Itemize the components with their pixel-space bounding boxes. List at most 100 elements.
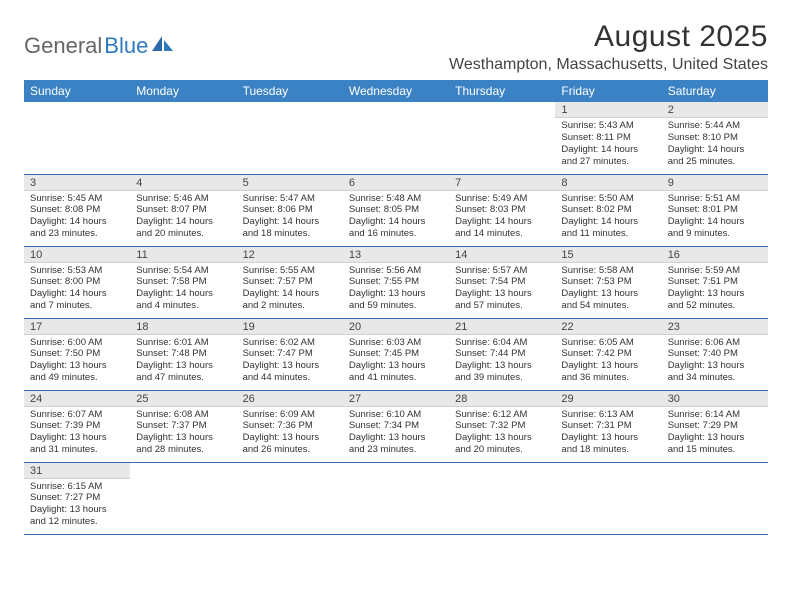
calendar-day-cell: 4Sunrise: 5:46 AMSunset: 8:07 PMDaylight…	[130, 174, 236, 246]
day-details: Sunrise: 6:06 AMSunset: 7:40 PMDaylight:…	[662, 335, 768, 389]
sunrise-line: Sunrise: 6:00 AM	[30, 337, 124, 349]
sunrise-line: Sunrise: 6:13 AM	[561, 409, 655, 421]
day-details: Sunrise: 5:47 AMSunset: 8:06 PMDaylight:…	[237, 191, 343, 245]
sail-icon	[152, 32, 174, 58]
weekday-header: Tuesday	[237, 80, 343, 102]
daylight-line: Daylight: 13 hours and 20 minutes.	[455, 432, 549, 456]
brand-general-text: General	[24, 33, 102, 59]
calendar-day-cell: 31Sunrise: 6:15 AMSunset: 7:27 PMDayligh…	[24, 462, 130, 534]
day-number: 4	[130, 175, 236, 191]
calendar-empty-cell	[343, 102, 449, 174]
sunset-line: Sunset: 8:05 PM	[349, 204, 443, 216]
day-number: 26	[237, 391, 343, 407]
sunset-line: Sunset: 8:10 PM	[668, 132, 762, 144]
day-details: Sunrise: 6:15 AMSunset: 7:27 PMDaylight:…	[24, 479, 130, 533]
day-details: Sunrise: 6:13 AMSunset: 7:31 PMDaylight:…	[555, 407, 661, 461]
calendar-row: 3Sunrise: 5:45 AMSunset: 8:08 PMDaylight…	[24, 174, 768, 246]
title-block: August 2025 Westhampton, Massachusetts, …	[449, 20, 768, 74]
calendar-day-cell: 7Sunrise: 5:49 AMSunset: 8:03 PMDaylight…	[449, 174, 555, 246]
calendar-day-cell: 11Sunrise: 5:54 AMSunset: 7:58 PMDayligh…	[130, 246, 236, 318]
daylight-line: Daylight: 13 hours and 54 minutes.	[561, 288, 655, 312]
brand-blue-text: Blue	[104, 33, 148, 59]
daylight-line: Daylight: 13 hours and 26 minutes.	[243, 432, 337, 456]
day-number: 24	[24, 391, 130, 407]
sunset-line: Sunset: 7:51 PM	[668, 276, 762, 288]
daylight-line: Daylight: 14 hours and 14 minutes.	[455, 216, 549, 240]
day-number: 30	[662, 391, 768, 407]
sunrise-line: Sunrise: 6:07 AM	[30, 409, 124, 421]
day-number: 29	[555, 391, 661, 407]
calendar-empty-cell	[343, 462, 449, 534]
sunset-line: Sunset: 7:47 PM	[243, 348, 337, 360]
day-details: Sunrise: 5:58 AMSunset: 7:53 PMDaylight:…	[555, 263, 661, 317]
calendar-day-cell: 19Sunrise: 6:02 AMSunset: 7:47 PMDayligh…	[237, 318, 343, 390]
daylight-line: Daylight: 14 hours and 23 minutes.	[30, 216, 124, 240]
calendar-day-cell: 24Sunrise: 6:07 AMSunset: 7:39 PMDayligh…	[24, 390, 130, 462]
calendar-day-cell: 12Sunrise: 5:55 AMSunset: 7:57 PMDayligh…	[237, 246, 343, 318]
day-number: 13	[343, 247, 449, 263]
calendar-day-cell: 27Sunrise: 6:10 AMSunset: 7:34 PMDayligh…	[343, 390, 449, 462]
calendar-day-cell: 30Sunrise: 6:14 AMSunset: 7:29 PMDayligh…	[662, 390, 768, 462]
daylight-line: Daylight: 14 hours and 2 minutes.	[243, 288, 337, 312]
daylight-line: Daylight: 13 hours and 34 minutes.	[668, 360, 762, 384]
day-number: 6	[343, 175, 449, 191]
daylight-line: Daylight: 14 hours and 27 minutes.	[561, 144, 655, 168]
sunset-line: Sunset: 8:02 PM	[561, 204, 655, 216]
sunrise-line: Sunrise: 6:10 AM	[349, 409, 443, 421]
day-number: 31	[24, 463, 130, 479]
calendar-empty-cell	[237, 102, 343, 174]
day-number: 25	[130, 391, 236, 407]
weekday-header: Sunday	[24, 80, 130, 102]
day-number: 2	[662, 102, 768, 118]
day-details: Sunrise: 5:54 AMSunset: 7:58 PMDaylight:…	[130, 263, 236, 317]
sunset-line: Sunset: 8:07 PM	[136, 204, 230, 216]
sunset-line: Sunset: 8:08 PM	[30, 204, 124, 216]
sunrise-line: Sunrise: 5:51 AM	[668, 193, 762, 205]
sunset-line: Sunset: 7:34 PM	[349, 420, 443, 432]
calendar-day-cell: 9Sunrise: 5:51 AMSunset: 8:01 PMDaylight…	[662, 174, 768, 246]
day-details: Sunrise: 5:53 AMSunset: 8:00 PMDaylight:…	[24, 263, 130, 317]
calendar-day-cell: 15Sunrise: 5:58 AMSunset: 7:53 PMDayligh…	[555, 246, 661, 318]
daylight-line: Daylight: 14 hours and 20 minutes.	[136, 216, 230, 240]
calendar-day-cell: 26Sunrise: 6:09 AMSunset: 7:36 PMDayligh…	[237, 390, 343, 462]
calendar-empty-cell	[130, 102, 236, 174]
daylight-line: Daylight: 13 hours and 36 minutes.	[561, 360, 655, 384]
calendar-row: 10Sunrise: 5:53 AMSunset: 8:00 PMDayligh…	[24, 246, 768, 318]
calendar-empty-cell	[130, 462, 236, 534]
sunrise-line: Sunrise: 5:54 AM	[136, 265, 230, 277]
sunset-line: Sunset: 7:37 PM	[136, 420, 230, 432]
day-number: 3	[24, 175, 130, 191]
sunrise-line: Sunrise: 5:58 AM	[561, 265, 655, 277]
brand-logo: GeneralBlue	[24, 20, 174, 60]
calendar-day-cell: 29Sunrise: 6:13 AMSunset: 7:31 PMDayligh…	[555, 390, 661, 462]
sunset-line: Sunset: 7:29 PM	[668, 420, 762, 432]
day-details: Sunrise: 6:05 AMSunset: 7:42 PMDaylight:…	[555, 335, 661, 389]
sunset-line: Sunset: 7:55 PM	[349, 276, 443, 288]
day-details: Sunrise: 5:56 AMSunset: 7:55 PMDaylight:…	[343, 263, 449, 317]
sunset-line: Sunset: 7:42 PM	[561, 348, 655, 360]
sunrise-line: Sunrise: 6:15 AM	[30, 481, 124, 493]
day-number: 18	[130, 319, 236, 335]
day-details: Sunrise: 6:10 AMSunset: 7:34 PMDaylight:…	[343, 407, 449, 461]
weekday-header: Wednesday	[343, 80, 449, 102]
calendar-day-cell: 28Sunrise: 6:12 AMSunset: 7:32 PMDayligh…	[449, 390, 555, 462]
sunset-line: Sunset: 7:36 PM	[243, 420, 337, 432]
month-title: August 2025	[449, 20, 768, 54]
sunrise-line: Sunrise: 6:08 AM	[136, 409, 230, 421]
day-details: Sunrise: 5:45 AMSunset: 8:08 PMDaylight:…	[24, 191, 130, 245]
daylight-line: Daylight: 13 hours and 52 minutes.	[668, 288, 762, 312]
day-number: 14	[449, 247, 555, 263]
day-details: Sunrise: 6:02 AMSunset: 7:47 PMDaylight:…	[237, 335, 343, 389]
calendar-day-cell: 14Sunrise: 5:57 AMSunset: 7:54 PMDayligh…	[449, 246, 555, 318]
day-details: Sunrise: 6:07 AMSunset: 7:39 PMDaylight:…	[24, 407, 130, 461]
sunrise-line: Sunrise: 5:49 AM	[455, 193, 549, 205]
weekday-header: Friday	[555, 80, 661, 102]
sunrise-line: Sunrise: 5:57 AM	[455, 265, 549, 277]
calendar-row: 24Sunrise: 6:07 AMSunset: 7:39 PMDayligh…	[24, 390, 768, 462]
sunrise-line: Sunrise: 5:45 AM	[30, 193, 124, 205]
sunrise-line: Sunrise: 6:01 AM	[136, 337, 230, 349]
sunset-line: Sunset: 7:32 PM	[455, 420, 549, 432]
calendar-day-cell: 13Sunrise: 5:56 AMSunset: 7:55 PMDayligh…	[343, 246, 449, 318]
calendar-day-cell: 21Sunrise: 6:04 AMSunset: 7:44 PMDayligh…	[449, 318, 555, 390]
day-number: 12	[237, 247, 343, 263]
